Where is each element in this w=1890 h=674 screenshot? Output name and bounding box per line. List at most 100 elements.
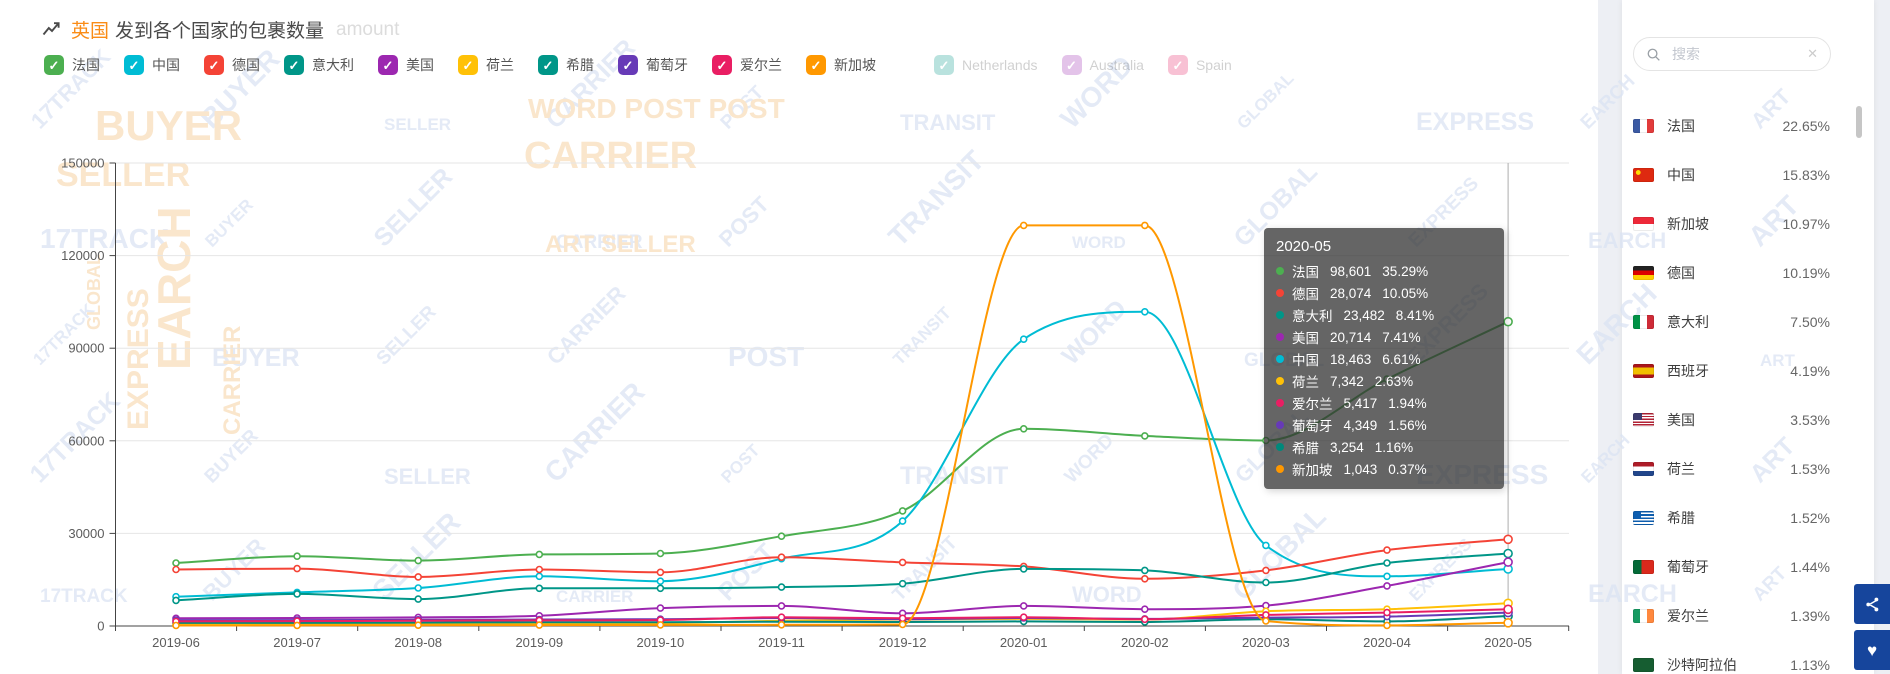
legend-item-希腊[interactable]: 希腊 (538, 55, 594, 75)
legend-item-葡萄牙[interactable]: 葡萄牙 (618, 55, 688, 75)
data-point-法国 (414, 556, 423, 565)
checkbox-check-icon[interactable] (204, 55, 224, 75)
country-percent: 22.65% (1782, 117, 1830, 134)
data-point-美国 (1019, 602, 1028, 610)
data-point-爱尔兰 (777, 613, 786, 622)
data-point-法国 (172, 559, 180, 567)
checkbox-check-icon (1167, 55, 1188, 75)
tooltip-series-value: 3,254 (1330, 439, 1364, 455)
legend-item-美国[interactable]: 美国 (378, 55, 434, 75)
country-percent: 10.97% (1782, 215, 1830, 232)
country-list: 法国 22.65% 中国 15.83% 新加坡 10.97% 德国 10.19% 意大利 7.50… (1622, 101, 1874, 674)
checkbox-check-icon[interactable] (284, 55, 304, 75)
data-point-新加坡 (656, 621, 665, 629)
tooltip-series-name: 爱尔兰 (1292, 397, 1333, 412)
tooltip-series-value: 23,482 (1343, 307, 1385, 323)
x-axis-label: 2019-12 (879, 635, 927, 650)
checkbox-check-icon[interactable] (806, 55, 826, 75)
line-chart[interactable]: 0 30000 60000 90000 120000 150000 2019-06 2019-… (0, 0, 1598, 674)
checkbox-check-icon[interactable] (44, 55, 64, 75)
search-input[interactable] (1670, 45, 1804, 63)
data-point-意大利 (1019, 565, 1028, 573)
checkbox-check-icon[interactable] (458, 55, 478, 75)
heart-icon: ♥ (1866, 640, 1878, 660)
series-dot-icon (1276, 267, 1284, 275)
legend-item-新加坡[interactable]: 新加坡 (806, 55, 876, 75)
country-name: 荷兰 (1667, 460, 1695, 477)
data-point-德国 (1262, 566, 1270, 575)
country-row-gr[interactable]: 希腊 1.52% (1622, 493, 1874, 542)
country-row-pt[interactable]: 葡萄牙 1.44% (1622, 542, 1874, 591)
country-name: 法国 (1667, 117, 1695, 134)
legend-item-爱尔兰[interactable]: 爱尔兰 (712, 55, 782, 75)
tooltip-series-percent: 10.05% (1382, 285, 1429, 301)
legend-item-意大利[interactable]: 意大利 (284, 55, 354, 75)
scrollbar-thumb[interactable] (1856, 106, 1862, 138)
country-name: 新加坡 (1667, 215, 1709, 232)
tooltip-series-value: 5,417 (1343, 395, 1378, 411)
tooltip-row: 爱尔兰 5,417 1.94% (1276, 392, 1492, 414)
data-point-爱尔兰 (1141, 615, 1149, 624)
country-row-fr[interactable]: 法国 22.65% (1622, 101, 1874, 150)
country-row-nl[interactable]: 荷兰 1.53% (1622, 444, 1874, 493)
data-point-德国 (1383, 546, 1391, 554)
legend-label: 希腊 (566, 57, 594, 73)
series-line-美国 (175, 561, 1510, 620)
data-point-德国 (414, 573, 423, 581)
country-row-ie[interactable]: 爱尔兰 1.39% (1622, 591, 1874, 640)
country-percent: 10.19% (1782, 264, 1830, 281)
tooltip-series-value: 28,074 (1330, 285, 1372, 301)
chart-tooltip: 2020-05 法国 98,601 35.29% 德国 28,074 10.05% 意大利 2… (1264, 228, 1504, 489)
country-percent: 15.83% (1782, 166, 1830, 183)
data-point-新加坡 (293, 621, 301, 630)
checkbox-check-icon (934, 55, 954, 75)
series-dot-icon (1276, 421, 1284, 429)
series-dot-icon (1276, 443, 1284, 451)
legend-item-德国[interactable]: 德国 (204, 55, 260, 75)
country-row-cn[interactable]: 中国 15.83% (1622, 150, 1874, 199)
legend-bar: 法国 中国 德国 意大利 美国 荷兰 希腊 葡萄牙 爱尔兰 新加坡 Netherlands Austr… (44, 52, 1256, 78)
country-row-sa[interactable]: 沙特阿拉伯 1.13% (1622, 640, 1874, 674)
country-row-de[interactable]: 德国 10.19% (1622, 248, 1874, 297)
legend-label: 荷兰 (486, 57, 514, 73)
checkbox-check-icon[interactable] (712, 55, 732, 75)
country-percent: 4.19% (1790, 362, 1830, 379)
title-country: 英国 (71, 21, 110, 42)
flag-icon-pt (1633, 559, 1654, 574)
series-line-爱尔兰 (175, 608, 1510, 623)
legend-item-中国[interactable]: 中国 (124, 55, 180, 75)
legend-item-荷兰[interactable]: 荷兰 (458, 55, 514, 75)
series-line-荷兰 (175, 602, 1510, 626)
data-point-意大利 (656, 584, 665, 593)
checkbox-check-icon[interactable] (538, 55, 558, 75)
x-axis-label: 2020-04 (1363, 635, 1411, 650)
clear-search-icon[interactable]: ✕ (1807, 46, 1818, 61)
country-row-sg[interactable]: 新加坡 10.97% (1622, 199, 1874, 248)
x-axis-label: 2019-10 (637, 635, 685, 650)
tooltip-series-name: 希腊 (1292, 441, 1319, 456)
flag-icon-us (1633, 412, 1654, 427)
search-box[interactable]: ✕ (1633, 37, 1831, 71)
country-row-es[interactable]: 西班牙 4.19% (1622, 346, 1874, 395)
tooltip-row: 荷兰 7,342 2.63% (1276, 370, 1492, 392)
favorite-button[interactable]: ♥ (1854, 630, 1890, 670)
checkbox-check-icon[interactable] (378, 55, 398, 75)
tooltip-date: 2020-05 (1276, 238, 1332, 255)
x-axis-label: 2020-01 (1000, 635, 1048, 650)
flag-icon-nl (1633, 461, 1654, 476)
share-button[interactable] (1854, 584, 1890, 624)
checkbox-check-icon[interactable] (124, 55, 144, 75)
x-axis-label: 2020-05 (1484, 635, 1532, 650)
data-point-中国 (1141, 307, 1149, 316)
tooltip-series-name: 中国 (1292, 353, 1319, 368)
country-row-it[interactable]: 意大利 7.50% (1622, 297, 1874, 346)
legend-label: 德国 (232, 57, 260, 73)
tooltip-row: 意大利 23,482 8.41% (1276, 304, 1492, 326)
legend-label: Australia (1089, 57, 1144, 73)
country-row-us[interactable]: 美国 3.53% (1622, 395, 1874, 444)
data-point-新加坡 (535, 621, 544, 629)
legend-item-法国[interactable]: 法国 (44, 55, 100, 75)
checkbox-check-icon[interactable] (618, 55, 638, 75)
country-percent: 1.13% (1790, 656, 1830, 673)
country-percent: 3.53% (1790, 411, 1830, 428)
